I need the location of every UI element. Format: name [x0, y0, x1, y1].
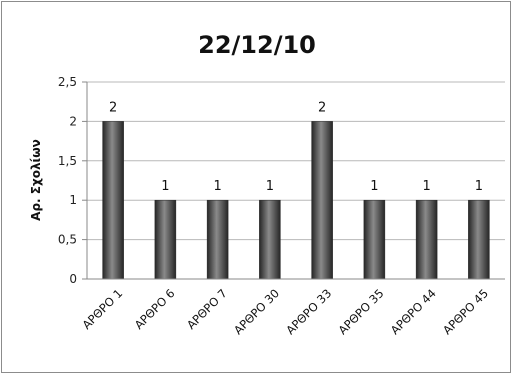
data-labels: 2 1 1 1 2 1 1 1	[109, 100, 483, 194]
bar	[206, 199, 229, 280]
y-axis-title: Αρ. Σχολίων	[29, 139, 43, 221]
bar	[102, 121, 124, 280]
category-label: ΑΡΘΡΟ 35	[335, 286, 386, 337]
category-label: ΑΡΘΡΟ 7	[184, 286, 230, 332]
category-label: ΑΡΘΡΟ 33	[283, 286, 334, 337]
category-label: ΑΡΘΡΟ 6	[132, 286, 178, 332]
data-label: 1	[266, 179, 274, 194]
data-label: 2	[109, 100, 117, 115]
bar	[259, 199, 281, 280]
bar	[415, 199, 438, 280]
data-label: 1	[370, 179, 378, 194]
category-label: ΑΡΘΡΟ 1	[79, 286, 125, 332]
data-label: 1	[213, 179, 221, 194]
y-tick-label: 1,5	[58, 154, 77, 168]
x-axis-categories: ΑΡΘΡΟ 1 ΑΡΘΡΟ 6 ΑΡΘΡΟ 7 ΑΡΘΡΟ 30 ΑΡΘΡΟ 33 ΑΡΘ…	[79, 286, 491, 337]
chart-title: 22/12/10	[198, 31, 316, 59]
bars	[102, 121, 490, 280]
data-label: 1	[475, 179, 483, 194]
y-tick-label: 1	[69, 193, 77, 207]
y-tick-label: 2	[69, 114, 77, 128]
bar	[363, 199, 386, 280]
y-axis-ticks: 0 0,5 1 1,5 2 2,5	[58, 75, 88, 286]
data-label: 1	[161, 179, 169, 194]
y-tick-label: 0,5	[58, 233, 77, 247]
data-label: 2	[318, 100, 326, 115]
gridlines	[87, 81, 505, 241]
y-tick-label: 0	[69, 272, 77, 286]
data-label: 1	[422, 179, 430, 194]
category-label: ΑΡΘΡΟ 30	[231, 286, 282, 337]
bar	[154, 199, 177, 280]
bar	[311, 121, 333, 280]
category-label: ΑΡΘΡΟ 45	[440, 286, 491, 337]
category-label: ΑΡΘΡΟ 44	[388, 286, 439, 337]
y-tick-label: 2,5	[58, 75, 77, 89]
bar	[468, 199, 490, 280]
